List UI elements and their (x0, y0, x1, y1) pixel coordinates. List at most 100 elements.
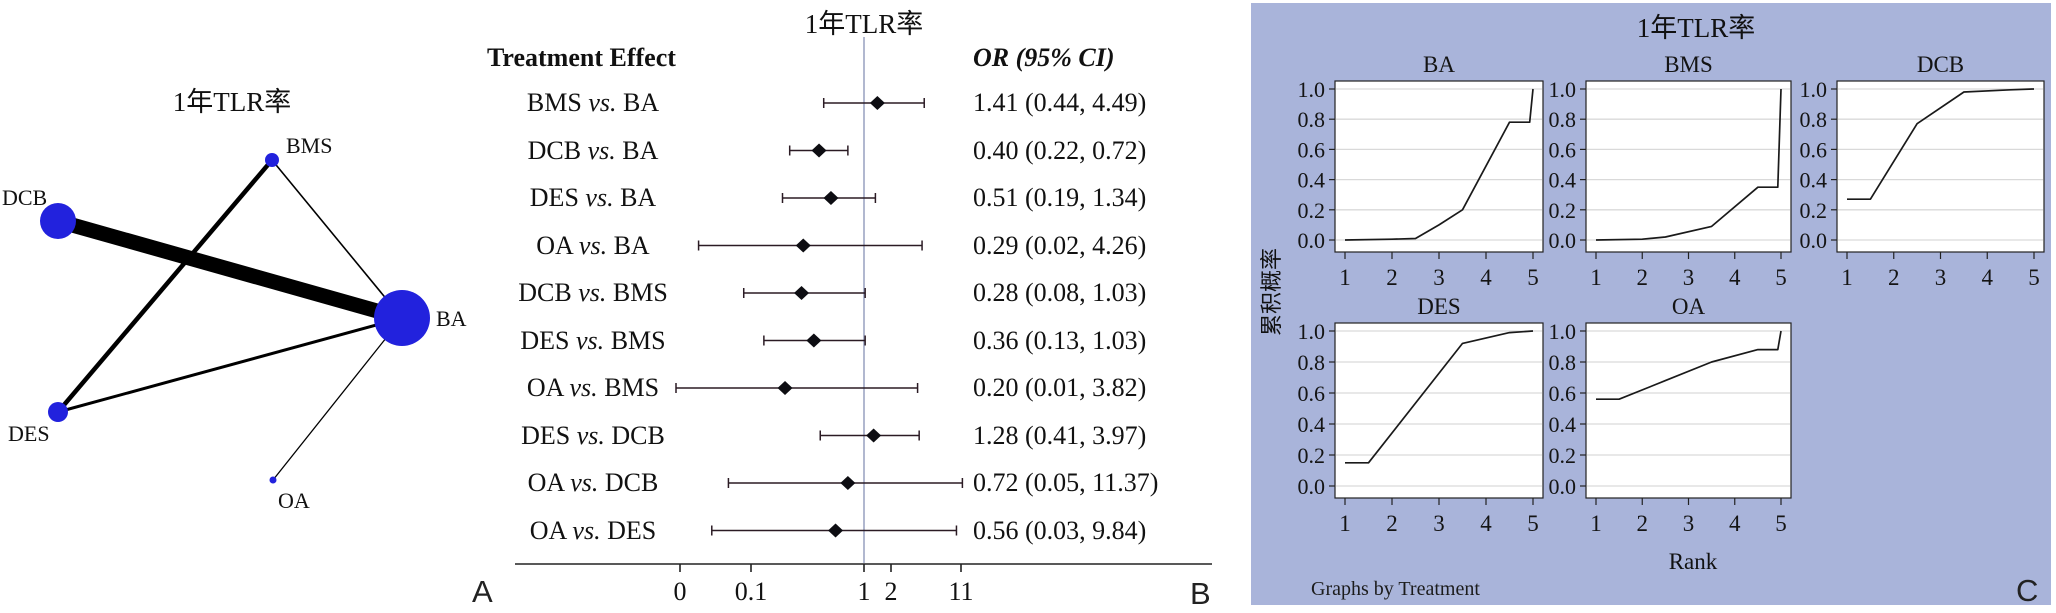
network-node-dcb (40, 203, 76, 239)
or-ci-header: OR (95% CI) (973, 43, 1115, 72)
or-diamond-marker (869, 96, 885, 110)
treatment-b: BA (622, 88, 660, 117)
treatment-a: OA (526, 373, 564, 402)
y-tick-label: 0.2 (1800, 198, 1828, 223)
y-tick-label: 0.0 (1549, 474, 1577, 499)
x-tick-label: 4 (1729, 511, 1741, 536)
x-tick-label: 1 (1339, 511, 1351, 536)
y-tick-label: 1.0 (1800, 77, 1828, 102)
cumulative-probability-curve (1847, 88, 2035, 201)
panel-a-label: A (472, 574, 493, 609)
network-edge-bms-des (56, 158, 274, 414)
y-tick-label: 0.0 (1298, 474, 1326, 499)
treatment-b: DES (607, 515, 657, 545)
vs-text: vs. (569, 373, 598, 402)
x-tick-label: 2 (1386, 265, 1398, 290)
network-edge-bms-ba (271, 159, 403, 319)
y-tick-label: 0.4 (1549, 168, 1577, 193)
treatment-b: BMS (604, 373, 660, 402)
or-ci-value: 0.29 (0.02, 4.26) (973, 230, 1147, 260)
y-tick-label: 0.4 (1549, 412, 1577, 437)
y-tick-label: 1.0 (1298, 77, 1326, 102)
network-node-oa (269, 476, 277, 484)
treatment-a: DES (529, 183, 579, 212)
subplot-title: DES (1417, 294, 1460, 319)
rank-subplot-ba: BA 1.0 0.8 0.6 0.4 0.2 0.0 1 2 3 4 5 (1298, 52, 1544, 290)
panel-c-title: 1年TLR率 (1636, 13, 1756, 43)
plot-box (1334, 322, 1544, 499)
rank-subplot-oa: OA 1.0 0.8 0.6 0.4 0.2 0.0 1 2 3 4 5 (1549, 294, 1792, 536)
or-diamond-marker (840, 476, 856, 490)
x-tick-label: 5 (2028, 265, 2040, 290)
or-ci-value: 0.72 (0.05, 11.37) (973, 468, 1159, 497)
network-node-bms (265, 153, 279, 167)
treatment-effect-header: Treatment Effect (487, 43, 676, 72)
vs-text: vs. (578, 278, 607, 307)
or-diamond-marker (806, 333, 822, 348)
forest-plot-graphics: 0 0.1 1 2 11 (515, 37, 1212, 606)
network-node-ba (374, 290, 430, 346)
y-tick-label: 1.0 (1549, 319, 1577, 344)
rank-subplot-des: DES 1.0 0.8 0.6 0.4 0.2 0.0 1 2 3 4 5 (1298, 294, 1544, 536)
treatment-a: DCB (527, 135, 582, 165)
vs-text: vs. (578, 230, 608, 260)
subplot-title: OA (1672, 294, 1706, 319)
treatment-a: OA (527, 468, 564, 497)
rank-subplot-bms: BMS 1.0 0.8 0.6 0.4 0.2 0.0 1 2 3 4 5 (1549, 52, 1792, 290)
treatment-a: BMS (526, 88, 582, 117)
or-diamond-marker (777, 381, 793, 395)
cumulative-probability-curve (1596, 330, 1782, 401)
or-ci-value: 1.41 (0.44, 4.49) (973, 88, 1147, 117)
vs-text: vs. (576, 420, 605, 450)
comparison-label: OA vs. BA (463, 229, 723, 263)
y-tick-label: 0.2 (1298, 198, 1326, 223)
y-tick-label: 0.6 (1800, 137, 1828, 162)
y-tick-label: 0.0 (1800, 228, 1828, 253)
treatment-b: DCB (611, 420, 665, 450)
or-ci-value: 0.40 (0.22, 0.72) (973, 135, 1147, 165)
forest-axis-tick-label: 2 (885, 577, 898, 606)
treatment-a: OA (536, 230, 573, 260)
forest-axis-tick-label: 11 (948, 577, 973, 606)
treatment-b: BA (620, 183, 657, 212)
x-tick-label: 4 (1480, 511, 1492, 536)
or-ci-value: 0.20 (0.01, 3.82) (973, 373, 1147, 402)
y-tick-label: 0.8 (1549, 350, 1577, 375)
comparison-label: DCB vs. BMS (463, 276, 723, 310)
treatment-b: BA (613, 230, 650, 260)
graphs-by-note: Graphs by Treatment (1311, 578, 1480, 600)
y-tick-label: 0.8 (1549, 107, 1577, 132)
x-tick-label: 2 (1637, 265, 1649, 290)
y-tick-label: 0.8 (1298, 350, 1326, 375)
treatment-b: DCB (604, 468, 659, 497)
or-diamond-marker (794, 286, 810, 300)
network-plot: BA BMS DCB DES OA (2, 133, 467, 513)
vs-text: vs. (576, 325, 605, 355)
panel-c-x-axis-label: Rank (1668, 549, 1718, 574)
y-tick-label: 0.4 (1800, 168, 1828, 193)
or-diamond-marker (823, 191, 839, 205)
x-tick-label: 4 (1480, 265, 1492, 290)
y-tick-label: 1.0 (1549, 77, 1577, 102)
x-tick-label: 1 (1590, 511, 1602, 536)
network-node-label-ba: BA (436, 306, 467, 331)
x-tick-label: 3 (1935, 265, 1947, 290)
x-tick-label: 5 (1775, 265, 1787, 290)
y-tick-label: 0.8 (1800, 107, 1828, 132)
comparison-label: DCB vs. BA (463, 134, 723, 168)
network-node-label-bms: BMS (286, 133, 332, 158)
forest-axis-tick-label: 0.1 (735, 577, 768, 606)
y-tick-label: 0.2 (1298, 443, 1326, 468)
x-tick-label: 1 (1841, 265, 1853, 290)
y-tick-label: 0.6 (1549, 381, 1577, 406)
y-tick-label: 0.2 (1549, 443, 1577, 468)
x-tick-label: 3 (1433, 511, 1445, 536)
or-diamond-marker (811, 143, 827, 158)
or-diamond-marker (828, 523, 844, 538)
y-tick-label: 0.4 (1298, 168, 1326, 193)
cumulative-probability-curve (1344, 88, 1534, 241)
y-tick-label: 0.6 (1549, 137, 1577, 162)
y-tick-label: 0.8 (1298, 107, 1326, 132)
x-tick-label: 5 (1527, 511, 1539, 536)
